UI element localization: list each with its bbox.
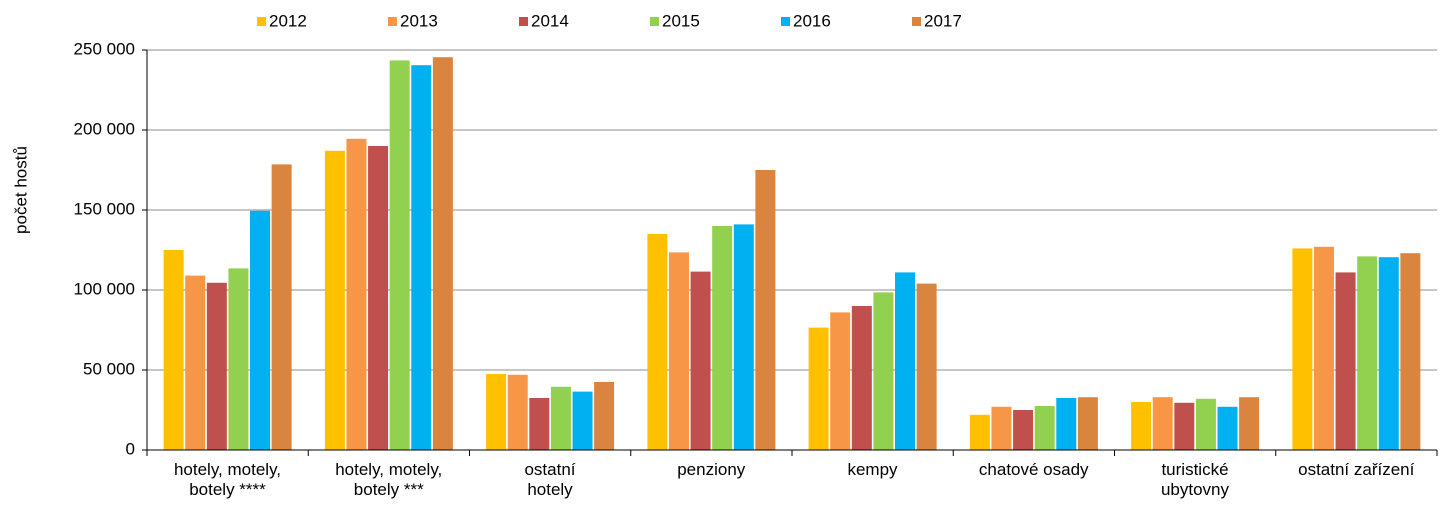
bar bbox=[550, 386, 571, 450]
bar bbox=[271, 164, 292, 450]
bar bbox=[1013, 410, 1034, 450]
bar bbox=[1056, 398, 1077, 450]
bar bbox=[647, 234, 668, 450]
bar bbox=[486, 374, 507, 450]
y-tick-label: 150 000 bbox=[74, 199, 135, 218]
y-tick-label: 250 000 bbox=[74, 39, 135, 58]
bar bbox=[1217, 406, 1238, 450]
legend-label: 2015 bbox=[662, 11, 700, 30]
bar bbox=[346, 138, 367, 451]
legend-label: 2017 bbox=[924, 11, 962, 30]
bar bbox=[755, 170, 776, 450]
legend-label: 2016 bbox=[793, 11, 831, 30]
y-axis-label: počet hostů bbox=[11, 146, 30, 234]
bar bbox=[572, 391, 593, 450]
bar bbox=[733, 224, 754, 450]
bar bbox=[529, 398, 550, 450]
bar bbox=[594, 382, 615, 450]
y-tick-label: 0 bbox=[126, 439, 135, 458]
bar bbox=[712, 226, 733, 450]
legend-swatch bbox=[388, 17, 397, 26]
bar bbox=[1292, 248, 1313, 450]
y-tick-label: 200 000 bbox=[74, 119, 135, 138]
bar bbox=[808, 327, 829, 450]
x-tick-label: hotely, motely, botely **** bbox=[173, 460, 282, 499]
bar bbox=[411, 65, 432, 450]
legend-label: 2014 bbox=[531, 11, 569, 30]
bar bbox=[389, 60, 410, 451]
bar bbox=[1152, 397, 1173, 450]
legend-swatch bbox=[257, 17, 266, 26]
bar bbox=[1195, 398, 1216, 450]
x-tick-label: kempy bbox=[847, 460, 898, 479]
y-tick-label: 100 000 bbox=[74, 279, 135, 298]
bar bbox=[1378, 257, 1399, 450]
bar bbox=[1357, 256, 1378, 450]
bar bbox=[895, 272, 916, 450]
bar bbox=[1077, 397, 1098, 450]
legend-swatch bbox=[519, 17, 528, 26]
legend-swatch bbox=[912, 17, 921, 26]
bar bbox=[1174, 402, 1195, 450]
x-tick-label: ostatní zařízení bbox=[1298, 460, 1415, 479]
bar bbox=[163, 250, 184, 450]
bar bbox=[206, 282, 227, 450]
bar bbox=[507, 374, 528, 450]
legend-label: 2012 bbox=[269, 11, 307, 30]
legend-label: 2013 bbox=[400, 11, 438, 30]
bar bbox=[1239, 397, 1260, 450]
bar bbox=[1400, 253, 1421, 450]
bar bbox=[250, 210, 271, 450]
bar bbox=[668, 252, 689, 450]
bar bbox=[1335, 272, 1356, 450]
bar bbox=[851, 306, 872, 450]
legend-swatch bbox=[781, 17, 790, 26]
bar bbox=[432, 57, 453, 450]
bar bbox=[991, 406, 1012, 450]
bar bbox=[324, 150, 345, 451]
y-tick-label: 50 000 bbox=[83, 359, 135, 378]
bar bbox=[368, 146, 389, 450]
x-tick-label: chatové osady bbox=[978, 460, 1089, 479]
bar bbox=[916, 283, 937, 450]
bar bbox=[1131, 402, 1152, 450]
x-tick-label: hotely, motely, botely *** bbox=[335, 460, 443, 499]
bar bbox=[690, 271, 711, 450]
bar bbox=[830, 312, 851, 450]
x-tick-label: turistické ubytovny bbox=[1160, 460, 1230, 499]
bar bbox=[969, 414, 990, 450]
bar bbox=[1034, 406, 1055, 450]
legend-swatch bbox=[650, 17, 659, 26]
x-tick-label: penziony bbox=[677, 460, 746, 479]
bar bbox=[185, 275, 206, 450]
x-tick-label: ostatní hotely bbox=[524, 460, 576, 499]
bar bbox=[228, 268, 249, 450]
bar bbox=[1313, 246, 1334, 450]
bar bbox=[873, 292, 894, 450]
